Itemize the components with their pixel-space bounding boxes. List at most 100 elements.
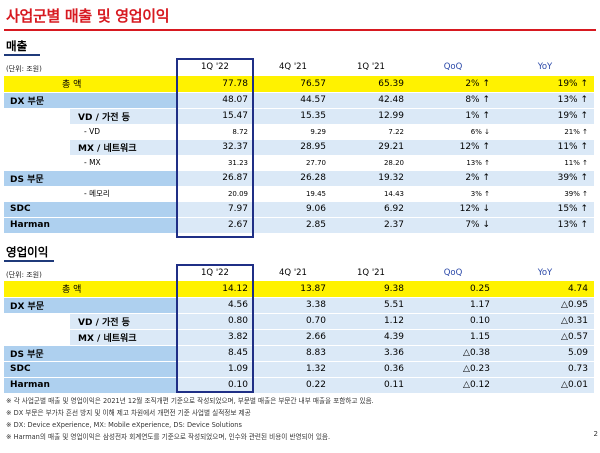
sales-unit-label: (단위: 조원)	[6, 65, 42, 73]
row-label: 총 액	[4, 76, 176, 93]
table-row: DS 부문 26.87 26.28 19.32 2% ↑ 39% ↑	[4, 170, 594, 187]
value-cell: 5.09	[496, 345, 594, 362]
value-cell: 12% ↓	[410, 201, 496, 218]
value-cell: △0.23	[410, 361, 496, 378]
value-cell: 0.70	[254, 313, 332, 330]
sales-header-yoy: YoY	[537, 62, 553, 72]
value-cell: 7.97	[176, 201, 254, 218]
value-cell: 28.95	[254, 139, 332, 156]
table-row: DX 부문 4.56 3.38 5.51 1.17 △0.95	[4, 297, 594, 314]
value-cell: △0.38	[410, 345, 496, 362]
page-title: 사업군별 매출 및 영업이익	[6, 7, 170, 25]
row-label: DX 부문	[4, 92, 176, 109]
value-cell: 7.22	[332, 124, 410, 140]
value-cell: 6.92	[332, 201, 410, 218]
value-cell: 1.15	[410, 329, 496, 346]
value-cell: △0.95	[496, 297, 594, 314]
value-cell: 13% ↑	[496, 217, 594, 233]
value-cell: 3% ↑	[410, 186, 496, 202]
sales-section-underline	[4, 54, 40, 56]
indent-cell	[4, 313, 70, 330]
table-row: SDC 7.97 9.06 6.92 12% ↓ 15% ↑	[4, 201, 594, 218]
table-row: Harman 2.67 2.85 2.37 7% ↓ 13% ↑	[4, 217, 594, 233]
value-cell: 65.39	[332, 76, 410, 93]
value-cell: 21% ↑	[496, 124, 594, 140]
indent-cell	[4, 155, 70, 171]
value-cell: 9.38	[332, 281, 410, 298]
value-cell: 14.43	[332, 186, 410, 202]
value-cell: △0.12	[410, 377, 496, 393]
row-label: Harman	[4, 377, 176, 393]
row-label: MX / 네트워크	[70, 329, 176, 346]
indent-cell	[4, 139, 70, 156]
row-label: - VD	[70, 124, 176, 140]
table-row: VD / 가전 등 0.80 0.70 1.12 0.10 △0.31	[4, 313, 594, 330]
value-cell: 19% ↑	[496, 108, 594, 125]
value-cell: 9.29	[254, 124, 332, 140]
value-cell: 2.37	[332, 217, 410, 233]
value-cell: 4.39	[332, 329, 410, 346]
value-cell: 13% ↑	[410, 155, 496, 171]
op-section-underline	[4, 260, 54, 262]
value-cell: 44.57	[254, 92, 332, 109]
value-cell: 29.21	[332, 139, 410, 156]
row-label: - 메모리	[70, 186, 176, 202]
value-cell: 2% ↑	[410, 170, 496, 187]
title-underline	[4, 29, 596, 31]
op-unit-label: (단위: 조원)	[6, 271, 42, 279]
indent-cell	[4, 329, 70, 346]
value-cell: 5.51	[332, 297, 410, 314]
value-cell: 2% ↑	[410, 76, 496, 93]
value-cell: 3.38	[254, 297, 332, 314]
value-cell: 0.22	[254, 377, 332, 393]
table-row: DX 부문 48.07 44.57 42.48 8% ↑ 13% ↑	[4, 92, 594, 109]
value-cell: 0.73	[496, 361, 594, 378]
footnote: ※ DX: Device eXperience, MX: Mobile eXpe…	[6, 421, 242, 429]
value-cell: 2.66	[254, 329, 332, 346]
table-row: 총 액 14.12 13.87 9.38 0.25 4.74	[4, 281, 594, 298]
row-label: VD / 가전 등	[70, 108, 176, 125]
value-cell: 8.72	[176, 124, 254, 140]
value-cell: 15% ↑	[496, 201, 594, 218]
value-cell: 11% ↑	[496, 139, 594, 156]
op-header-1q22: 1Q '22	[201, 268, 229, 278]
row-label: DX 부문	[4, 297, 176, 314]
value-cell: 28.20	[332, 155, 410, 171]
value-cell: 3.36	[332, 345, 410, 362]
value-cell: 48.07	[176, 92, 254, 109]
table-row: MX / 네트워크 3.82 2.66 4.39 1.15 △0.57	[4, 329, 594, 346]
value-cell: 20.09	[176, 186, 254, 202]
value-cell: 7% ↓	[410, 217, 496, 233]
value-cell: 42.48	[332, 92, 410, 109]
value-cell: 1.12	[332, 313, 410, 330]
row-label: VD / 가전 등	[70, 313, 176, 330]
op-section-title: 영업이익	[6, 245, 49, 259]
value-cell: 19.45	[254, 186, 332, 202]
value-cell: 6% ↓	[410, 124, 496, 140]
value-cell: 15.35	[254, 108, 332, 125]
value-cell: 31.23	[176, 155, 254, 171]
value-cell: 39% ↑	[496, 186, 594, 202]
value-cell: 1% ↑	[410, 108, 496, 125]
value-cell: 26.28	[254, 170, 332, 187]
table-row: - MX 31.23 27.70 28.20 13% ↑ 11% ↑	[4, 155, 594, 171]
value-cell: 0.36	[332, 361, 410, 378]
op-table: 총 액 14.12 13.87 9.38 0.25 4.74 DX 부문 4.56 3.38 5.…	[4, 281, 594, 393]
value-cell: 4.56	[176, 297, 254, 314]
value-cell: 12% ↑	[410, 139, 496, 156]
row-label: SDC	[4, 361, 176, 378]
value-cell: 13% ↑	[496, 92, 594, 109]
value-cell: 4.74	[496, 281, 594, 298]
sales-header-1q22: 1Q '22	[201, 62, 229, 72]
table-row: 총 액 77.78 76.57 65.39 2% ↑ 19% ↑	[4, 76, 594, 93]
value-cell: 0.25	[410, 281, 496, 298]
value-cell: △0.31	[496, 313, 594, 330]
row-label: SDC	[4, 201, 176, 218]
op-header-yoy: YoY	[537, 268, 553, 278]
value-cell: 26.87	[176, 170, 254, 187]
table-row: - 메모리 20.09 19.45 14.43 3% ↑ 39% ↑	[4, 186, 594, 202]
indent-cell	[4, 124, 70, 140]
sales-header-qoq: QoQ	[443, 62, 463, 72]
value-cell: 0.80	[176, 313, 254, 330]
value-cell: 1.32	[254, 361, 332, 378]
